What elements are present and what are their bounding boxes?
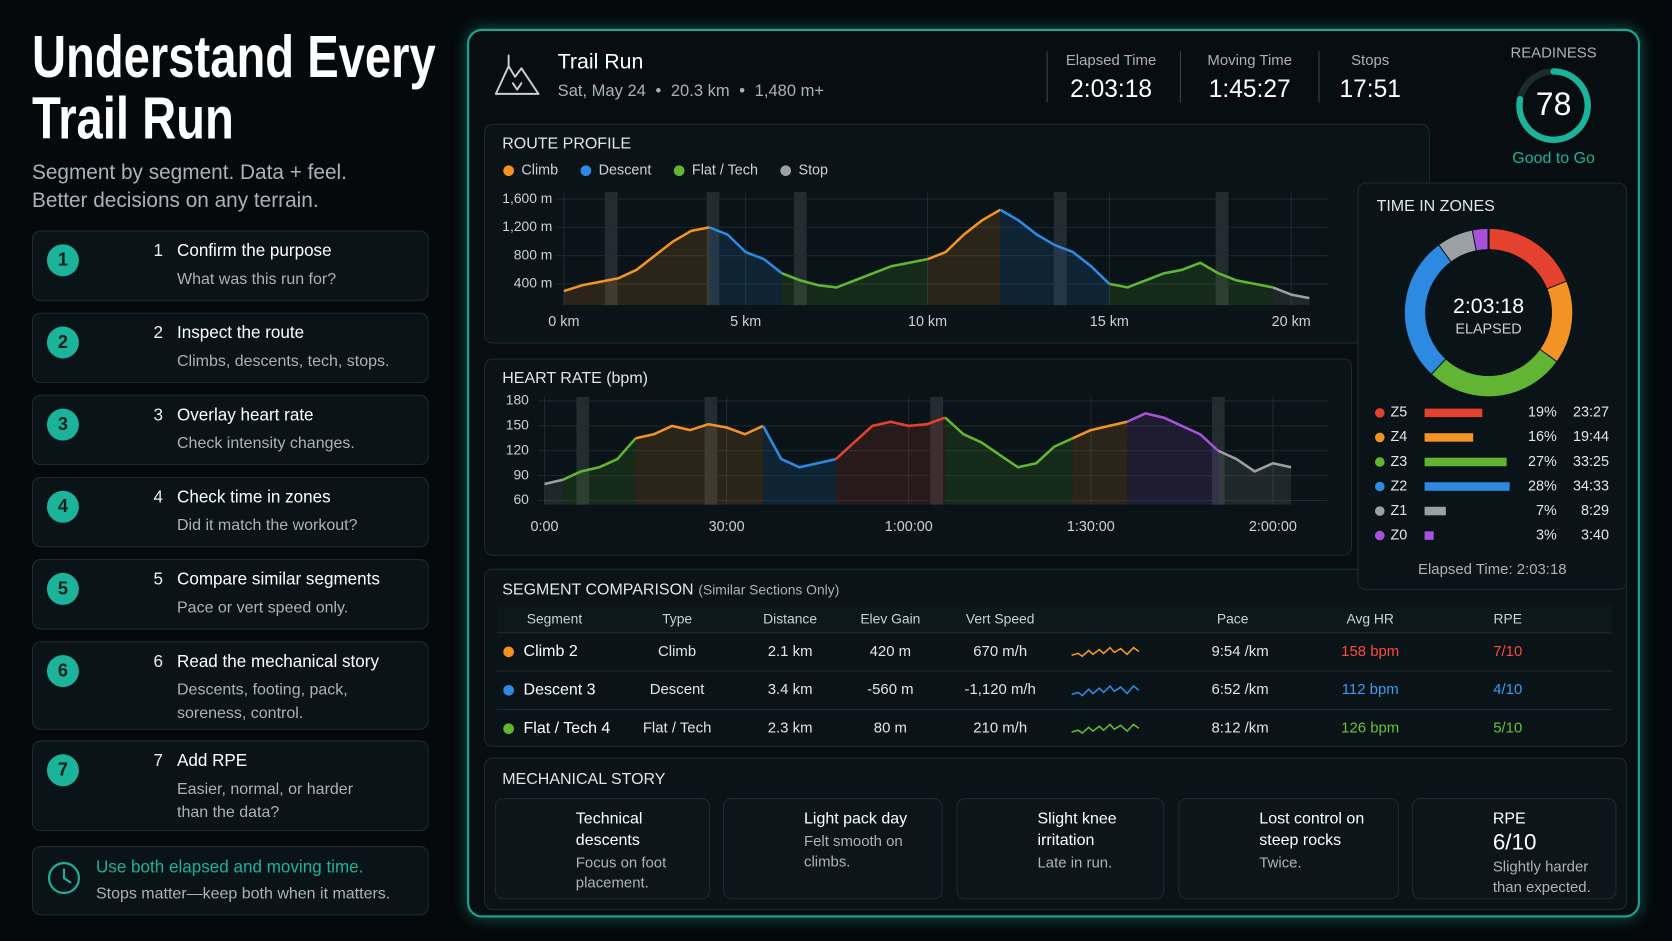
segment-title: SEGMENT COMPARISON (Similar Sections Onl… xyxy=(502,580,839,599)
step-number: 4 xyxy=(153,488,164,507)
story-card-title: Technical descents xyxy=(575,809,643,850)
subtitle-line: Better decisions on any terrain. xyxy=(31,188,319,213)
subtitle-line: Segment by segment. Data + feel. xyxy=(31,161,347,185)
stat-value: 1:45:27 xyxy=(1208,74,1291,103)
step-text: Did it match the workout? xyxy=(177,516,358,535)
run-title: Trail Run xyxy=(557,50,644,74)
readiness-label: READINESS xyxy=(1510,43,1597,61)
story-card-text: Focus on foot placement. xyxy=(575,853,667,891)
stat-label: Elapsed Time xyxy=(1065,51,1157,69)
run-gain: 1,480 m+ xyxy=(754,82,825,101)
story-card xyxy=(494,798,711,900)
route-card xyxy=(484,123,1430,344)
step-badge: 6 xyxy=(46,655,79,688)
story-text: Light pack day Felt smooth on climbs. xyxy=(804,809,934,872)
title-line: Understand Every xyxy=(31,22,436,90)
step-badge: 2 xyxy=(46,326,79,359)
step-number: 7 xyxy=(153,752,164,771)
segment-note: (Similar Sections Only) xyxy=(698,581,840,598)
step-card xyxy=(31,559,429,630)
hr-title: HEART RATE (bpm) xyxy=(502,369,648,388)
step-title: Overlay heart rate xyxy=(177,406,314,425)
tip-title: Use both elapsed and moving time. xyxy=(95,858,364,877)
step-badge: 7 xyxy=(46,754,79,787)
separator: • xyxy=(739,82,746,101)
story-card-title: Light pack day xyxy=(803,809,908,828)
story-card xyxy=(722,798,943,900)
stat-value: 17:51 xyxy=(1339,74,1401,103)
step-text: Easier, normal, or harder than the data? xyxy=(177,779,354,822)
zones-card xyxy=(1357,182,1628,590)
story-text: RPE 6/10 Slightly harder than expected. xyxy=(1493,809,1608,898)
story-card-title: Lost control on steep rocks xyxy=(1259,809,1365,850)
step-card xyxy=(31,394,429,466)
step-card xyxy=(31,476,429,548)
tip-text: Stops matter—keep both when it matters. xyxy=(95,884,391,903)
stat-label: Stops xyxy=(1351,51,1390,69)
route-title: ROUTE PROFILE xyxy=(502,134,632,153)
readiness-status: Good to Go xyxy=(1512,149,1595,168)
segment-card xyxy=(484,568,1628,747)
story-text: Technical descents Focus on foot placemen… xyxy=(576,809,702,893)
step-badge: 1 xyxy=(46,244,79,277)
hero-title: Understand Every Trail Run xyxy=(31,22,436,152)
story-card xyxy=(1411,798,1617,900)
run-distance: 20.3 km xyxy=(670,82,730,101)
heart-rate-card xyxy=(484,358,1353,556)
story-card xyxy=(1178,798,1399,900)
story-card-value: 6/10 xyxy=(1492,830,1537,855)
story-card xyxy=(956,798,1165,900)
step-badge: 3 xyxy=(46,408,79,441)
subtitle: Segment by segment. Data + feel. Better … xyxy=(32,159,347,214)
step-badge: 5 xyxy=(46,572,79,605)
zones-footer: Elapsed Time: 2:03:18 xyxy=(1418,560,1567,578)
run-date: Sat, May 24 xyxy=(557,82,646,101)
zones-title: TIME IN ZONES xyxy=(1376,197,1495,216)
title-line: Trail Run xyxy=(31,84,234,152)
step-number: 2 xyxy=(153,324,164,343)
story-card-text: Slightly harder than expected. xyxy=(1492,857,1591,896)
step-text: Climbs, descents, tech, stops. xyxy=(177,352,390,371)
step-title: Inspect the route xyxy=(177,324,305,343)
story-text: Slight knee irritation Late in run. xyxy=(1038,809,1156,873)
step-title: Compare similar segments xyxy=(177,570,380,589)
segment-heading: SEGMENT COMPARISON xyxy=(502,580,694,599)
step-text: Descents, footing, pack, soreness, contr… xyxy=(177,680,348,723)
story-text: Lost control on steep rocks Twice. xyxy=(1259,809,1390,873)
step-card xyxy=(31,641,429,730)
story-card-text: Twice. xyxy=(1259,853,1302,871)
step-number: 6 xyxy=(153,652,164,672)
step-title: Add RPE xyxy=(177,752,248,771)
stat-label: Moving Time xyxy=(1207,51,1293,69)
step-text: What was this run for? xyxy=(177,269,337,289)
story-card-title: Slight knee irritation xyxy=(1037,809,1117,850)
step-number: 3 xyxy=(153,406,164,425)
step-title: Check time in zones xyxy=(177,488,331,507)
story-card-text: Felt smooth on climbs. xyxy=(803,832,903,870)
tip-box xyxy=(31,846,429,916)
story-card-title: RPE xyxy=(1492,809,1526,828)
separator: • xyxy=(655,82,662,101)
step-title: Read the mechanical story xyxy=(177,652,380,672)
step-number: 1 xyxy=(153,242,164,261)
run-meta: Sat, May 24 • 20.3 km • 1,480 m+ xyxy=(558,82,824,101)
step-text: Check intensity changes. xyxy=(177,434,355,453)
step-card xyxy=(31,740,429,832)
step-badge: 4 xyxy=(46,490,79,523)
step-card xyxy=(31,230,429,301)
stat-value: 2:03:18 xyxy=(1070,74,1153,103)
step-card xyxy=(31,312,429,384)
story-card-text: Late in run. xyxy=(1037,853,1113,871)
step-title: Confirm the purpose xyxy=(177,242,332,261)
step-text: Pace or vert speed only. xyxy=(177,598,349,617)
step-number: 5 xyxy=(153,570,164,589)
story-title: MECHANICAL STORY xyxy=(502,770,666,789)
